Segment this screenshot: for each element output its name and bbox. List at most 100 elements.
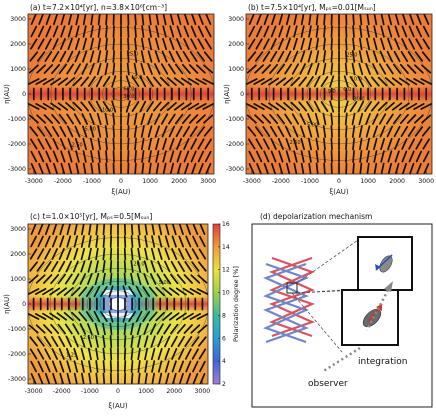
panel-c-title: (c) t=1.0×10⁵[yr], Mₚₛ=0.5[Mₛᵤₙ] bbox=[30, 212, 152, 221]
polarization-vector bbox=[353, 26, 354, 37]
polarization-vector bbox=[346, 126, 347, 137]
polarization-vector bbox=[113, 51, 114, 62]
polarization-vector bbox=[113, 126, 114, 137]
y-tick-label: 1000 bbox=[10, 66, 26, 73]
polarization-vector bbox=[132, 361, 133, 372]
polarization-vector bbox=[111, 261, 112, 272]
polarization-vector bbox=[96, 374, 97, 385]
contour-label: 20.0 bbox=[133, 261, 144, 267]
contour-label: 10.0 bbox=[351, 76, 362, 82]
polarization-vector bbox=[317, 14, 318, 25]
polarization-vector bbox=[332, 151, 333, 162]
observer-label: observer bbox=[308, 379, 348, 389]
polarization-vector bbox=[331, 114, 332, 125]
polarization-vector bbox=[103, 349, 104, 360]
polarization-vector bbox=[106, 39, 107, 50]
y-tick-label: 1000 bbox=[228, 66, 244, 73]
polarization-vector bbox=[132, 249, 133, 260]
polarization-vector bbox=[125, 261, 126, 272]
panel-a-title: (a) t=7.2×10⁴[yr], n=3.8×10⁶[cm⁻³] bbox=[30, 3, 167, 12]
y-tick-label: 2000 bbox=[10, 41, 26, 48]
contour-label: 5.00 bbox=[85, 126, 96, 132]
x-tick-label: 1000 bbox=[360, 178, 376, 185]
x-tick-label: -3000 bbox=[25, 388, 43, 395]
colorbar-tick-label: 10 bbox=[222, 290, 230, 297]
y-tick-label: -2000 bbox=[8, 141, 26, 148]
x-tick-label: 1000 bbox=[138, 388, 154, 395]
x-tick-label: -3000 bbox=[25, 178, 43, 185]
polarization-vector bbox=[132, 236, 133, 247]
x-tick-label: -1000 bbox=[83, 178, 101, 185]
x-tick-label: -2000 bbox=[53, 388, 71, 395]
colorbar-tick-label: 14 bbox=[222, 244, 230, 251]
polarization-vector bbox=[128, 64, 129, 75]
polarization-vector bbox=[128, 126, 129, 137]
polarization-vector bbox=[346, 26, 347, 37]
y-tick-label: 1000 bbox=[10, 276, 26, 283]
x-tick-label: 2000 bbox=[171, 178, 187, 185]
contour-label: 2.50 bbox=[83, 335, 94, 341]
polarization-vector bbox=[135, 151, 136, 162]
polarization-vector bbox=[135, 139, 136, 150]
zoom-inset-lower bbox=[342, 290, 398, 345]
panel-c: (c) t=1.0×10⁵[yr], Mₚₛ=0.5[Mₛᵤₙ] 20.0 5.0… bbox=[3, 212, 240, 410]
y-tick-label: 3000 bbox=[10, 16, 26, 23]
contour-label: 5.00 bbox=[159, 280, 170, 286]
polarization-vector bbox=[317, 164, 318, 175]
y-tick-label: 3000 bbox=[10, 226, 26, 233]
panel-a-ylabel: η(AU) bbox=[3, 84, 11, 104]
polarization-vector bbox=[324, 14, 325, 25]
x-tick-label: 0 bbox=[116, 388, 120, 395]
polarization-vector bbox=[331, 64, 332, 75]
polarization-vector bbox=[128, 151, 129, 162]
polarization-vector bbox=[128, 39, 129, 50]
polarization-vector bbox=[106, 164, 107, 175]
polarization-vector bbox=[113, 114, 114, 125]
polarization-vector bbox=[110, 274, 111, 285]
y-tick-label: 0 bbox=[22, 91, 26, 98]
x-tick-label: 3000 bbox=[195, 388, 211, 395]
polarization-vector bbox=[331, 39, 332, 50]
polarization-vector bbox=[360, 164, 361, 175]
polarization-vector bbox=[128, 114, 129, 125]
y-tick-label: -3000 bbox=[8, 376, 26, 383]
polarization-vector bbox=[125, 236, 126, 247]
panel-a: (a) t=7.2×10⁴[yr], n=3.8×10⁶[cm⁻³] 25.01… bbox=[3, 3, 216, 196]
y-tick-label: 3000 bbox=[228, 16, 244, 23]
polarization-vector bbox=[324, 26, 325, 37]
y-tick-label: -1000 bbox=[8, 116, 26, 123]
y-tick-label: -1000 bbox=[226, 116, 244, 123]
colorbar-tick-label: 8 bbox=[222, 312, 226, 319]
polarization-vector bbox=[135, 14, 136, 25]
x-tick-label: -2000 bbox=[54, 178, 72, 185]
panel-c-ylabel: η(AU) bbox=[3, 294, 11, 314]
zoom-inset-upper bbox=[358, 237, 412, 290]
polarization-vector bbox=[135, 164, 136, 175]
polarization-vector bbox=[111, 249, 112, 260]
polarization-vector bbox=[142, 164, 143, 175]
polarization-vector bbox=[125, 324, 126, 335]
polarization-vector bbox=[132, 224, 133, 235]
polarization-vector bbox=[113, 64, 114, 75]
panel-b-ylabel: η(AU) bbox=[223, 84, 231, 104]
polarization-vector bbox=[125, 336, 126, 347]
polarization-vector bbox=[103, 249, 104, 260]
polarization-vector bbox=[111, 361, 112, 372]
contour-label: 10.0 bbox=[102, 108, 113, 114]
polarization-vector bbox=[111, 336, 112, 347]
contour-label: 60.0 bbox=[123, 86, 134, 92]
x-tick-label: 1000 bbox=[142, 178, 158, 185]
panel-c-xlabel: ξ(AU) bbox=[108, 402, 128, 410]
polarization-vector bbox=[106, 139, 107, 150]
polarization-vector bbox=[106, 14, 107, 25]
polarization-vector bbox=[132, 349, 133, 360]
polarization-vector bbox=[110, 324, 111, 335]
polarization-vector bbox=[125, 361, 126, 372]
polarization-vector bbox=[99, 164, 100, 175]
polarization-vector bbox=[113, 139, 114, 150]
polarization-vector bbox=[353, 39, 354, 50]
contour-label: 2.50 bbox=[290, 140, 301, 146]
y-tick-label: 0 bbox=[240, 91, 244, 98]
